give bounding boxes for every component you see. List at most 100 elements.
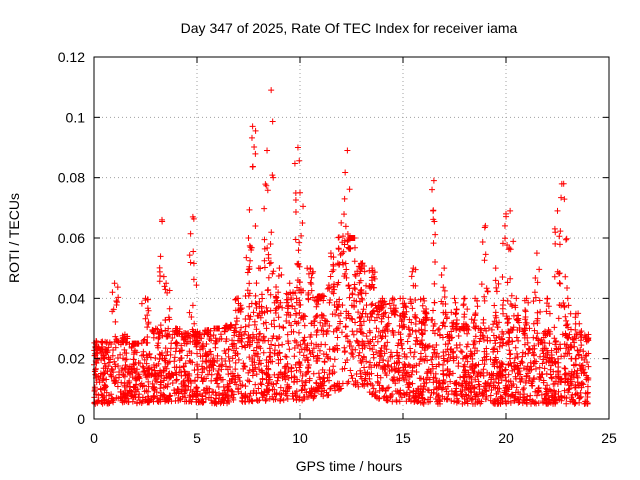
data-point — [283, 317, 290, 324]
data-point — [195, 331, 202, 338]
data-point — [475, 361, 482, 368]
data-point — [541, 365, 548, 372]
data-point — [481, 361, 488, 368]
data-point — [340, 248, 347, 255]
data-point — [421, 396, 428, 403]
data-point — [314, 357, 321, 364]
data-point — [357, 367, 364, 374]
data-point — [543, 396, 550, 403]
data-point — [313, 328, 320, 335]
data-point — [291, 373, 298, 380]
data-point — [356, 349, 363, 356]
data-point — [374, 338, 381, 345]
data-point — [433, 342, 440, 349]
data-point — [115, 294, 122, 301]
data-point — [202, 390, 209, 397]
data-point — [510, 312, 517, 319]
data-point — [498, 377, 505, 384]
data-point — [229, 337, 236, 344]
data-point — [339, 380, 346, 387]
data-point — [577, 365, 584, 372]
data-point — [501, 222, 508, 229]
data-point — [515, 319, 522, 326]
data-point — [430, 177, 437, 184]
data-point — [566, 385, 573, 392]
x-tick-label: 0 — [90, 430, 98, 446]
data-point — [530, 352, 537, 359]
data-point — [403, 370, 410, 377]
data-point — [430, 216, 437, 223]
data-point — [277, 384, 284, 391]
data-point — [554, 207, 561, 214]
data-point — [174, 386, 181, 393]
data-point — [471, 317, 478, 324]
data-point — [492, 265, 499, 272]
data-point — [425, 366, 432, 373]
data-point — [358, 359, 365, 366]
data-point — [390, 302, 397, 309]
data-point — [490, 321, 497, 328]
data-point — [578, 334, 585, 341]
data-point — [515, 399, 522, 406]
data-point — [282, 376, 289, 383]
data-point — [504, 315, 511, 322]
data-point — [249, 372, 256, 379]
data-point — [176, 348, 183, 355]
data-point — [501, 367, 508, 374]
data-point — [308, 340, 315, 347]
data-point — [389, 353, 396, 360]
data-point — [251, 143, 258, 150]
data-point — [422, 327, 429, 334]
data-point — [262, 319, 269, 326]
data-point — [344, 231, 351, 238]
data-point — [269, 172, 276, 179]
data-point — [536, 297, 543, 304]
data-point — [266, 395, 273, 402]
data-point — [327, 273, 334, 280]
data-point — [283, 363, 290, 370]
data-point — [342, 270, 349, 277]
data-point — [238, 324, 245, 331]
data-point — [162, 345, 169, 352]
data-point — [238, 338, 245, 345]
data-point — [476, 338, 483, 345]
data-point — [339, 302, 346, 309]
data-point — [467, 373, 474, 380]
data-point — [110, 396, 117, 403]
data-point — [359, 310, 366, 317]
data-point — [157, 322, 164, 329]
data-point — [502, 384, 509, 391]
data-point — [284, 338, 291, 345]
data-point — [290, 395, 297, 402]
data-point — [440, 284, 447, 291]
data-point — [551, 225, 558, 232]
data-point — [438, 298, 445, 305]
data-point — [246, 206, 253, 213]
data-point — [469, 400, 476, 407]
data-point — [394, 388, 401, 395]
data-point — [522, 307, 529, 314]
data-point — [300, 316, 307, 323]
data-point — [152, 325, 159, 332]
data-point — [98, 343, 105, 350]
data-point — [190, 276, 197, 283]
data-point — [326, 377, 333, 384]
data-point — [429, 361, 436, 368]
data-point — [578, 370, 585, 377]
data-point — [256, 357, 263, 364]
data-point — [208, 397, 215, 404]
data-point — [481, 257, 488, 264]
data-point — [490, 332, 497, 339]
data-point — [359, 381, 366, 388]
data-point — [115, 369, 122, 376]
data-point — [156, 329, 163, 336]
data-point — [135, 373, 142, 380]
data-point — [168, 340, 175, 347]
data-point — [505, 361, 512, 368]
data-point — [376, 395, 383, 402]
data-point — [573, 330, 580, 337]
data-point — [341, 241, 348, 248]
data-point — [529, 397, 536, 404]
data-point — [106, 392, 113, 399]
data-point — [252, 150, 259, 157]
